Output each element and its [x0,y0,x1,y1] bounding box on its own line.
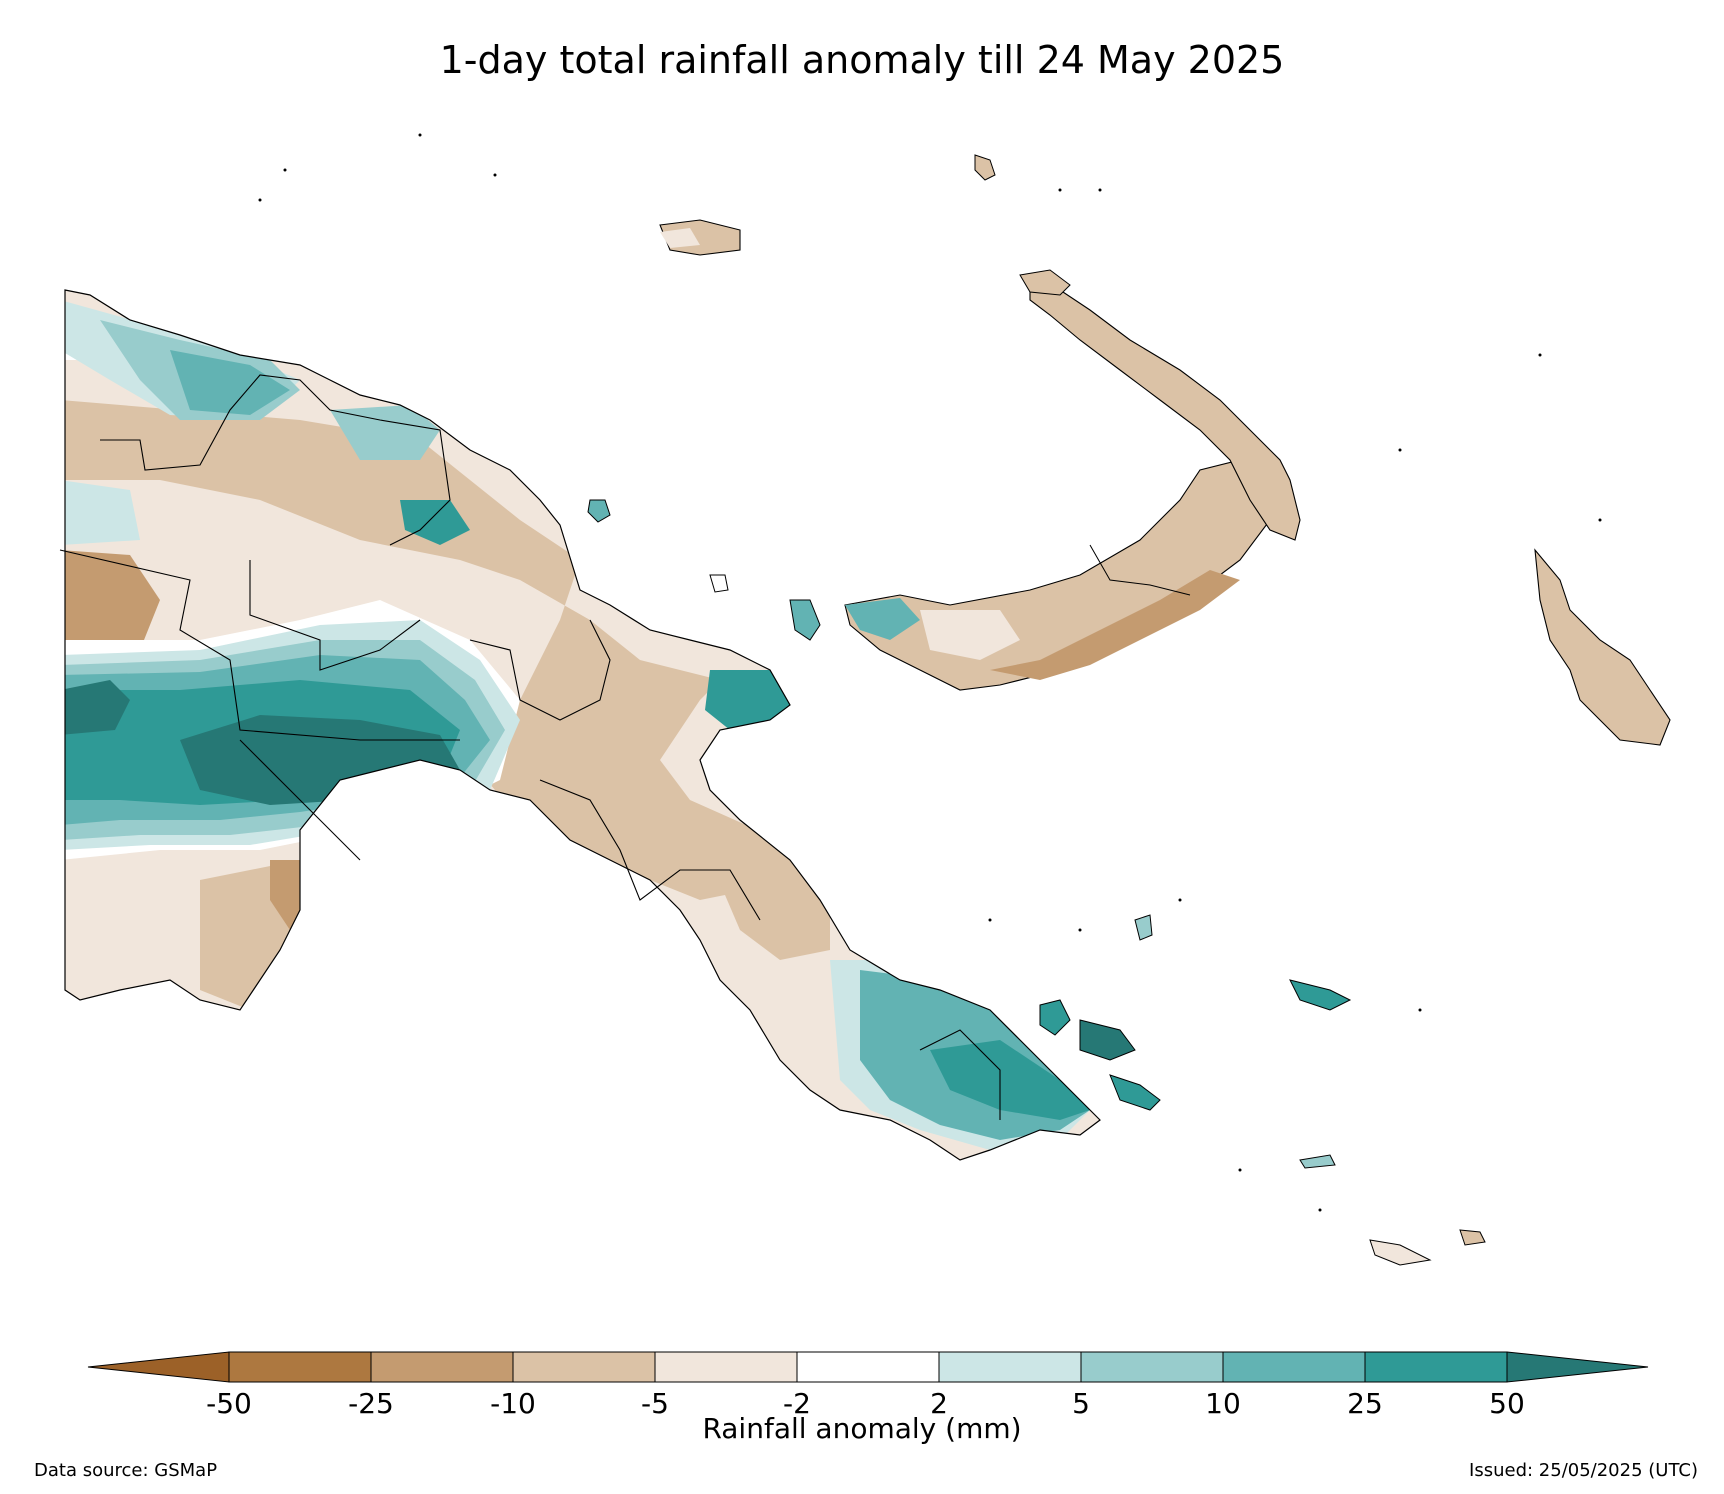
rainfall-anomaly-map [59,133,1671,1266]
province-border-madang-morobe [469,619,611,721]
colorbar-swatch [1080,1351,1224,1383]
new-ireland-island [1029,279,1301,541]
umboi-island [709,574,729,593]
colorbar-tick-label: 5 [1072,1387,1090,1420]
colorbar-tick-label: -10 [490,1387,536,1420]
mussau-island [974,154,996,181]
province-border-highlands-central [249,560,421,671]
colorbar-tick-label: -2 [783,1387,811,1420]
data-source-note: Data source: GSMaP [34,1460,218,1481]
colorbar-swatch [654,1351,798,1383]
colorbar-label: Rainfall anomaly (mm) [702,1412,1022,1445]
normanby-island [1109,1074,1161,1111]
colorbar-tick-label: -5 [641,1387,669,1420]
province-border-highlands-north [59,549,460,741]
colorbar-extend-low [87,1351,230,1383]
province-border-sandaun-east-sepik [100,374,451,546]
colorbar-swatch [796,1351,940,1383]
colorbar-swatch [1364,1351,1508,1383]
new-britain-island [844,459,1281,691]
province-borders [59,374,1001,1120]
wet-light-region-northcoast [330,405,440,460]
province-border-gulf-western [239,739,361,861]
map-title: 1-day total rainfall anomaly till 24 May… [439,38,1285,82]
wet-extreme-region-west [65,680,130,735]
province-border-oro-milne-bay [919,1029,1001,1120]
colorbar-tick-label: 2 [930,1387,948,1420]
colorbar-tick-label: -25 [348,1387,394,1420]
mainland-outline [64,289,1101,1161]
dry-light-region-southeast [710,860,830,960]
sudest-island [1369,1239,1432,1266]
karkar-island [587,499,611,523]
issued-date-note: Issued: 25/05/2025 (UTC) [1469,1460,1698,1481]
manus-wet-patch [660,228,700,248]
trobriand-island [1134,914,1153,941]
new-britain-wet-west [845,598,920,640]
wet-strong-region-northcoast [400,500,470,545]
colorbar-swatch [512,1351,656,1383]
goodenough-island [1039,999,1071,1036]
new-britain-dry-mid [990,570,1240,680]
misima-island [1299,1154,1336,1169]
colorbar-tick-label: 25 [1347,1387,1383,1420]
colorbar-tick-label: 10 [1205,1387,1241,1420]
rossel-island [1459,1229,1486,1246]
wet-mid-region-north [170,350,290,415]
colorbar-swatch [370,1351,514,1383]
new-hanover-island [1019,269,1071,296]
dry-mid-region-west [65,550,160,660]
dry-light-region-central [65,400,800,900]
colorbar-swatch [938,1351,1082,1383]
long-island [789,599,821,641]
colorbar-extend-high [1506,1351,1649,1383]
new-britain-province-border [1089,544,1191,596]
colorbar-tick-label: -50 [206,1387,252,1420]
fergusson-island [1079,1019,1136,1061]
wet-faint-region-westnorth [65,480,140,545]
small-islands [258,133,1602,1212]
new-britain-dry-faint [920,610,1020,660]
colorbar-swatch [1222,1351,1366,1383]
woodlark-island [1289,979,1352,1011]
province-border-morobe-central [539,779,761,921]
colorbar-swatch [228,1351,372,1383]
wet-strong-region-southeast [930,1040,1090,1120]
colorbar-tick-label: 50 [1489,1387,1525,1420]
bougainville-island [1534,548,1671,746]
